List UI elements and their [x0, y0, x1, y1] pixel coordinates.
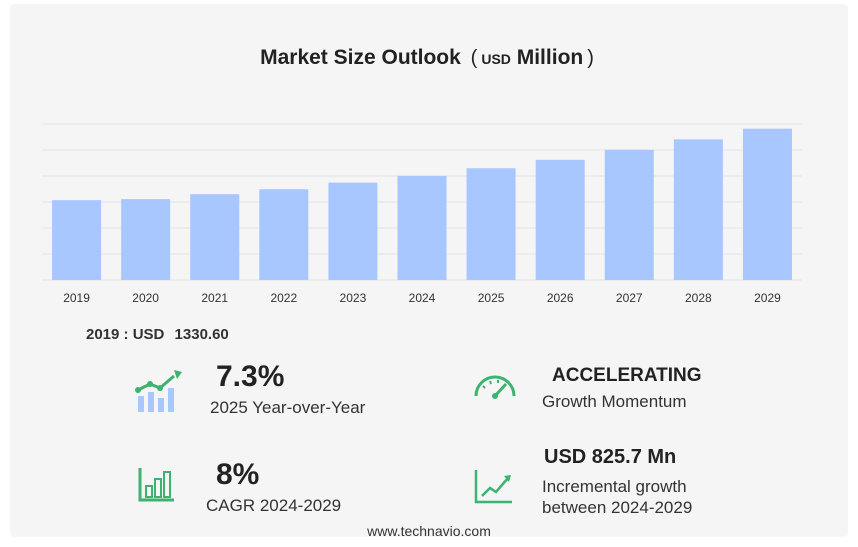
x-tick-2020: 2020	[132, 291, 159, 305]
bar-2027	[604, 149, 654, 280]
bar-2019	[52, 200, 102, 280]
base-year-value: 2019 : USD 1330.60	[86, 326, 235, 343]
x-tick-2025: 2025	[478, 291, 505, 305]
stat-momentum: ACCELERATING Growth Momentum	[472, 360, 772, 420]
cagr-value: 8%	[216, 458, 260, 491]
x-tick-2021: 2021	[201, 291, 228, 305]
trend-line-icon	[474, 470, 512, 504]
stat-yoy: 7.3% 2025 Year-over-Year	[134, 360, 414, 420]
bar-chart-icon	[138, 468, 174, 502]
growth-chart-icon	[135, 370, 182, 412]
bar-2028	[673, 139, 723, 280]
incremental-label-line1: Incremental growth	[542, 477, 687, 496]
bar-2020	[121, 199, 171, 280]
x-tick-2019: 2019	[63, 291, 90, 305]
incremental-value: USD 825.7 Mn	[544, 446, 677, 468]
cagr-label: CAGR 2024-2029	[206, 496, 342, 515]
x-tick-2028: 2028	[685, 291, 712, 305]
x-tick-2029: 2029	[754, 291, 781, 305]
x-tick-2023: 2023	[340, 291, 367, 305]
bar-2021	[190, 194, 240, 280]
unit-word: Million	[516, 46, 584, 69]
momentum-value: ACCELERATING	[552, 365, 702, 386]
yoy-value: 7.3%	[216, 360, 285, 393]
unit-currency: USD	[481, 51, 511, 67]
bar-chart: 2019 2020 2021 2022 2023 2024 2025 2026 2027 2028…	[42, 123, 802, 305]
title-text: Market Size Outlook	[260, 46, 461, 69]
bar-2025	[466, 168, 516, 280]
x-tick-2024: 2024	[409, 291, 436, 305]
x-tick-2026: 2026	[547, 291, 574, 305]
bar-2023	[328, 182, 378, 280]
unit-close-paren: )	[587, 47, 594, 69]
source-footer: www.technavio.com	[367, 523, 491, 539]
yoy-label: 2025 Year-over-Year	[210, 398, 366, 417]
unit-open-paren: (	[470, 47, 478, 69]
stat-cagr: 8% CAGR 2024-2029	[134, 458, 414, 520]
base-year-label: 2019 : USD	[86, 326, 165, 343]
bar-2029	[742, 128, 792, 280]
speedometer-icon	[474, 375, 516, 399]
momentum-label: Growth Momentum	[542, 392, 687, 411]
incremental-label-line2: between 2024-2029	[542, 498, 693, 517]
x-tick-2027: 2027	[616, 291, 643, 305]
market-card: Market Size Outlook (USD Million) 2019 20…	[10, 4, 848, 539]
chart-title: Market Size Outlook (USD Million)	[10, 46, 848, 70]
bar-2026	[535, 159, 585, 280]
bar-2022	[259, 189, 309, 280]
stat-incremental: USD 825.7 Mn Incremental growth between …	[472, 444, 772, 524]
base-value: 1330.60	[174, 326, 229, 343]
bar-2024	[397, 175, 447, 280]
x-tick-2022: 2022	[270, 291, 297, 305]
